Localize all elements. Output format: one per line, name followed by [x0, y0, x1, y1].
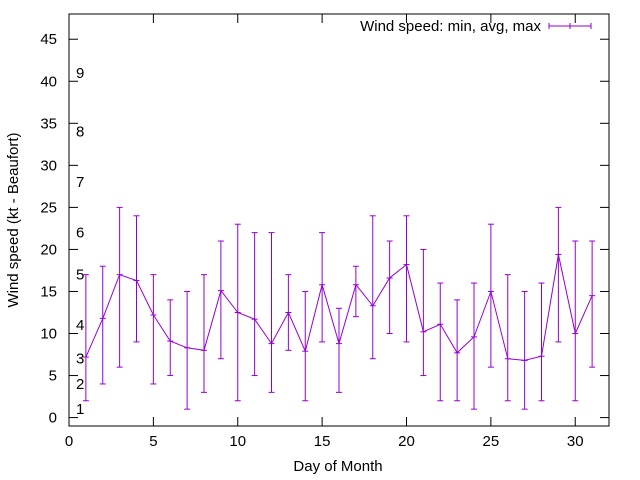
x-tick-label: 10	[229, 433, 246, 450]
y-axis-label: Wind speed (kt - Beaufort)	[5, 132, 22, 307]
beaufort-label: 7	[76, 174, 84, 191]
legend-key	[548, 23, 592, 29]
y-tick-label: 15	[40, 283, 57, 300]
beaufort-label: 5	[76, 267, 84, 284]
plot-frame	[68, 13, 610, 427]
series-line	[85, 254, 593, 361]
y-tick-label: 35	[40, 115, 57, 132]
beaufort-label: 2	[76, 376, 84, 393]
x-axis-label: Day of Month	[293, 458, 382, 475]
y-tick-label: 30	[40, 157, 57, 174]
beaufort-scale-labels: 1 2 3 4 5 6 7 8 9	[76, 65, 84, 418]
beaufort-label: 9	[76, 65, 84, 82]
x-tick-label: 0	[65, 433, 73, 450]
y-tick-label: 10	[40, 326, 57, 343]
y-tick-label: 0	[49, 410, 57, 427]
x-tick-label: 5	[149, 433, 157, 450]
y-tick-label: 5	[49, 368, 57, 385]
beaufort-label: 8	[76, 124, 84, 141]
legend: Wind speed: min, avg, max	[360, 18, 592, 35]
y-tick-label: 20	[40, 241, 57, 258]
x-tick-label: 30	[567, 433, 584, 450]
x-tick-label: 15	[314, 433, 331, 450]
beaufort-label: 1	[76, 401, 84, 418]
x-tick-label: 20	[398, 433, 415, 450]
y-tick-label: 40	[40, 73, 57, 90]
y-tick-label: 45	[40, 31, 57, 48]
beaufort-label: 3	[76, 351, 84, 368]
x-axis: 0 5 10 15 20 25 30	[65, 14, 584, 450]
beaufort-label: 6	[76, 225, 84, 242]
legend-label: Wind speed: min, avg, max	[360, 18, 541, 35]
series-wind-speed	[82, 206, 596, 410]
beaufort-label: 4	[76, 317, 84, 334]
y-tick-label: 25	[40, 199, 57, 216]
x-tick-label: 25	[483, 433, 500, 450]
